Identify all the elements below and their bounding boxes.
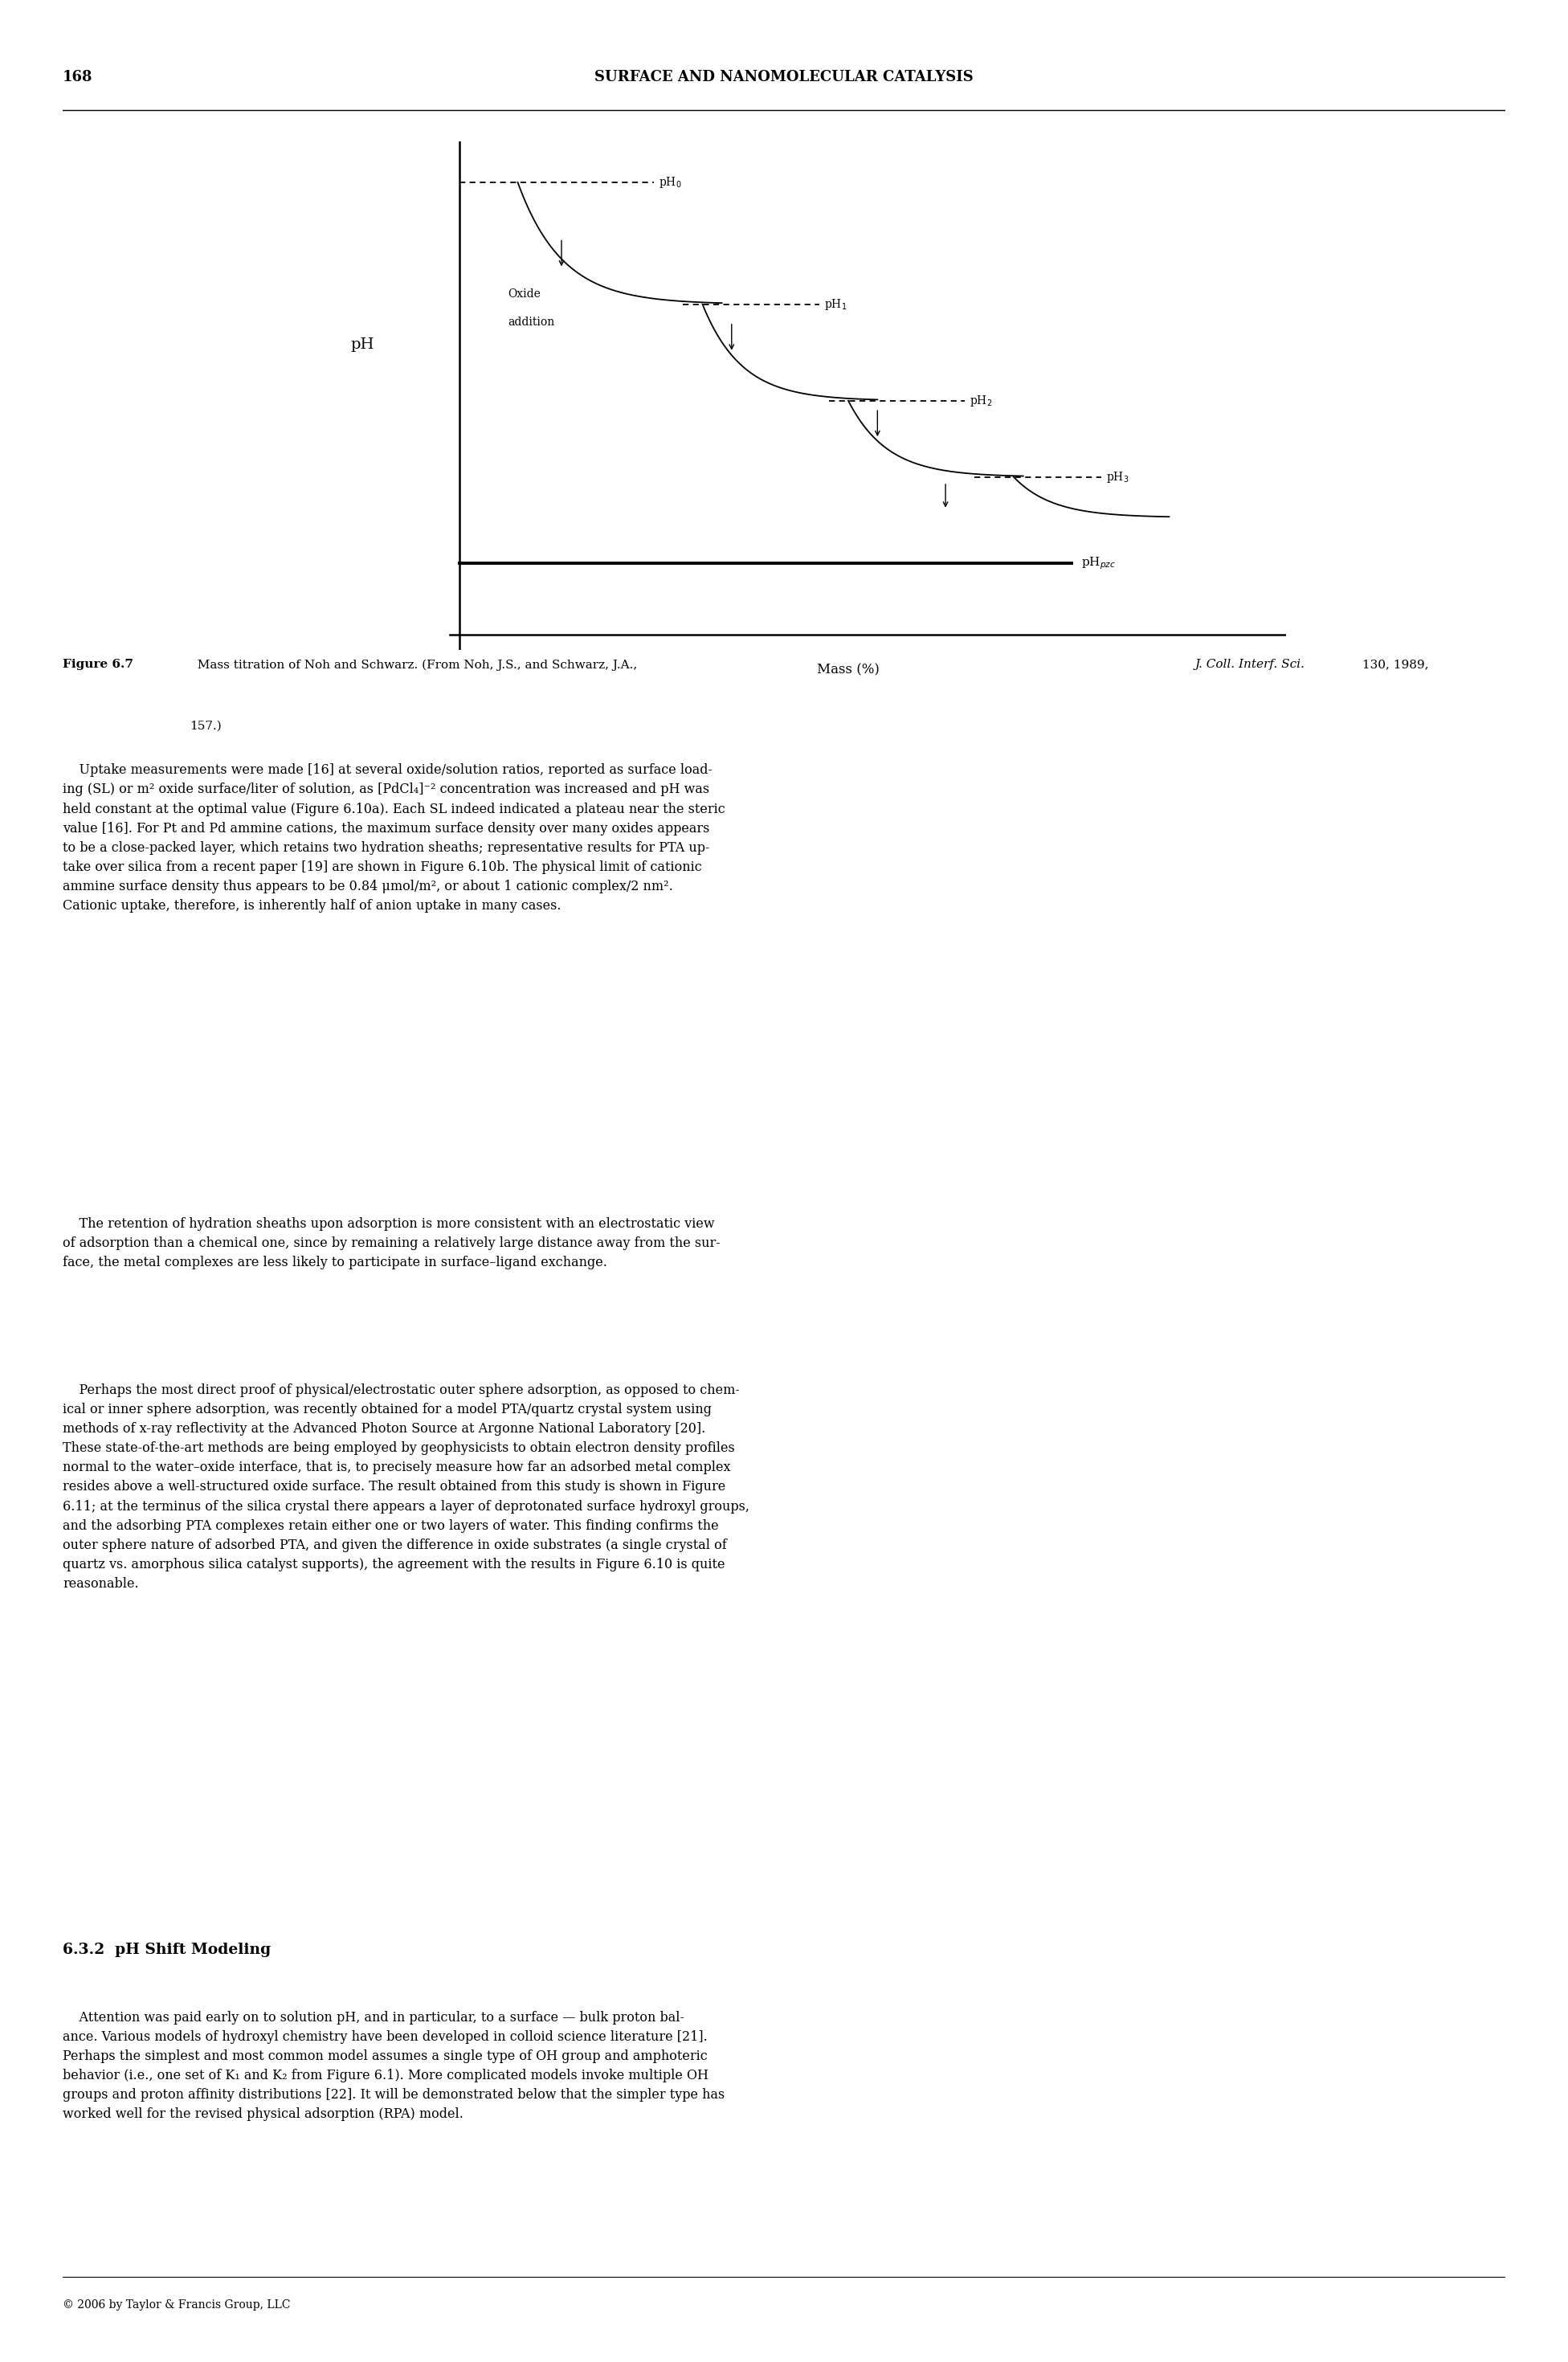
Text: 130, 1989,: 130, 1989,: [1358, 659, 1428, 671]
Text: Uptake measurements were made [16] at several oxide/solution ratios, reported as: Uptake measurements were made [16] at se…: [63, 763, 726, 912]
Text: Attention was paid early on to solution pH, and in particular, to a surface — bu: Attention was paid early on to solution …: [63, 2010, 724, 2121]
Text: SURFACE AND NANOMOLECULAR CATALYSIS: SURFACE AND NANOMOLECULAR CATALYSIS: [594, 68, 974, 85]
Text: Mass titration of Noh and Schwarz. (From Noh, J.S., and Schwarz, J.A.,: Mass titration of Noh and Schwarz. (From…: [190, 659, 641, 671]
Text: pH$_0$: pH$_0$: [659, 175, 682, 189]
Text: The retention of hydration sheaths upon adsorption is more consistent with an el: The retention of hydration sheaths upon …: [63, 1216, 720, 1268]
Text: 6.3.2  pH Shift Modeling: 6.3.2 pH Shift Modeling: [63, 1942, 271, 1958]
Text: pH$_1$: pH$_1$: [825, 298, 847, 312]
Text: addition: addition: [508, 317, 555, 328]
Text: Figure 6.7: Figure 6.7: [63, 659, 133, 671]
Text: pH$_3$: pH$_3$: [1105, 470, 1129, 484]
Text: 157.): 157.): [190, 720, 221, 732]
Text: Mass (%): Mass (%): [817, 664, 880, 676]
Text: Oxide: Oxide: [508, 288, 541, 300]
Text: pH$_2$: pH$_2$: [969, 394, 993, 409]
Text: 168: 168: [63, 68, 93, 85]
Text: pH: pH: [350, 338, 375, 352]
Text: © 2006 by Taylor & Francis Group, LLC: © 2006 by Taylor & Francis Group, LLC: [63, 2301, 290, 2310]
Text: Perhaps the most direct proof of physical/electrostatic outer sphere adsorption,: Perhaps the most direct proof of physica…: [63, 1384, 750, 1592]
Text: pH$_{pzc}$: pH$_{pzc}$: [1082, 555, 1116, 572]
Text: J. Coll. Interf. Sci.: J. Coll. Interf. Sci.: [1195, 659, 1305, 671]
